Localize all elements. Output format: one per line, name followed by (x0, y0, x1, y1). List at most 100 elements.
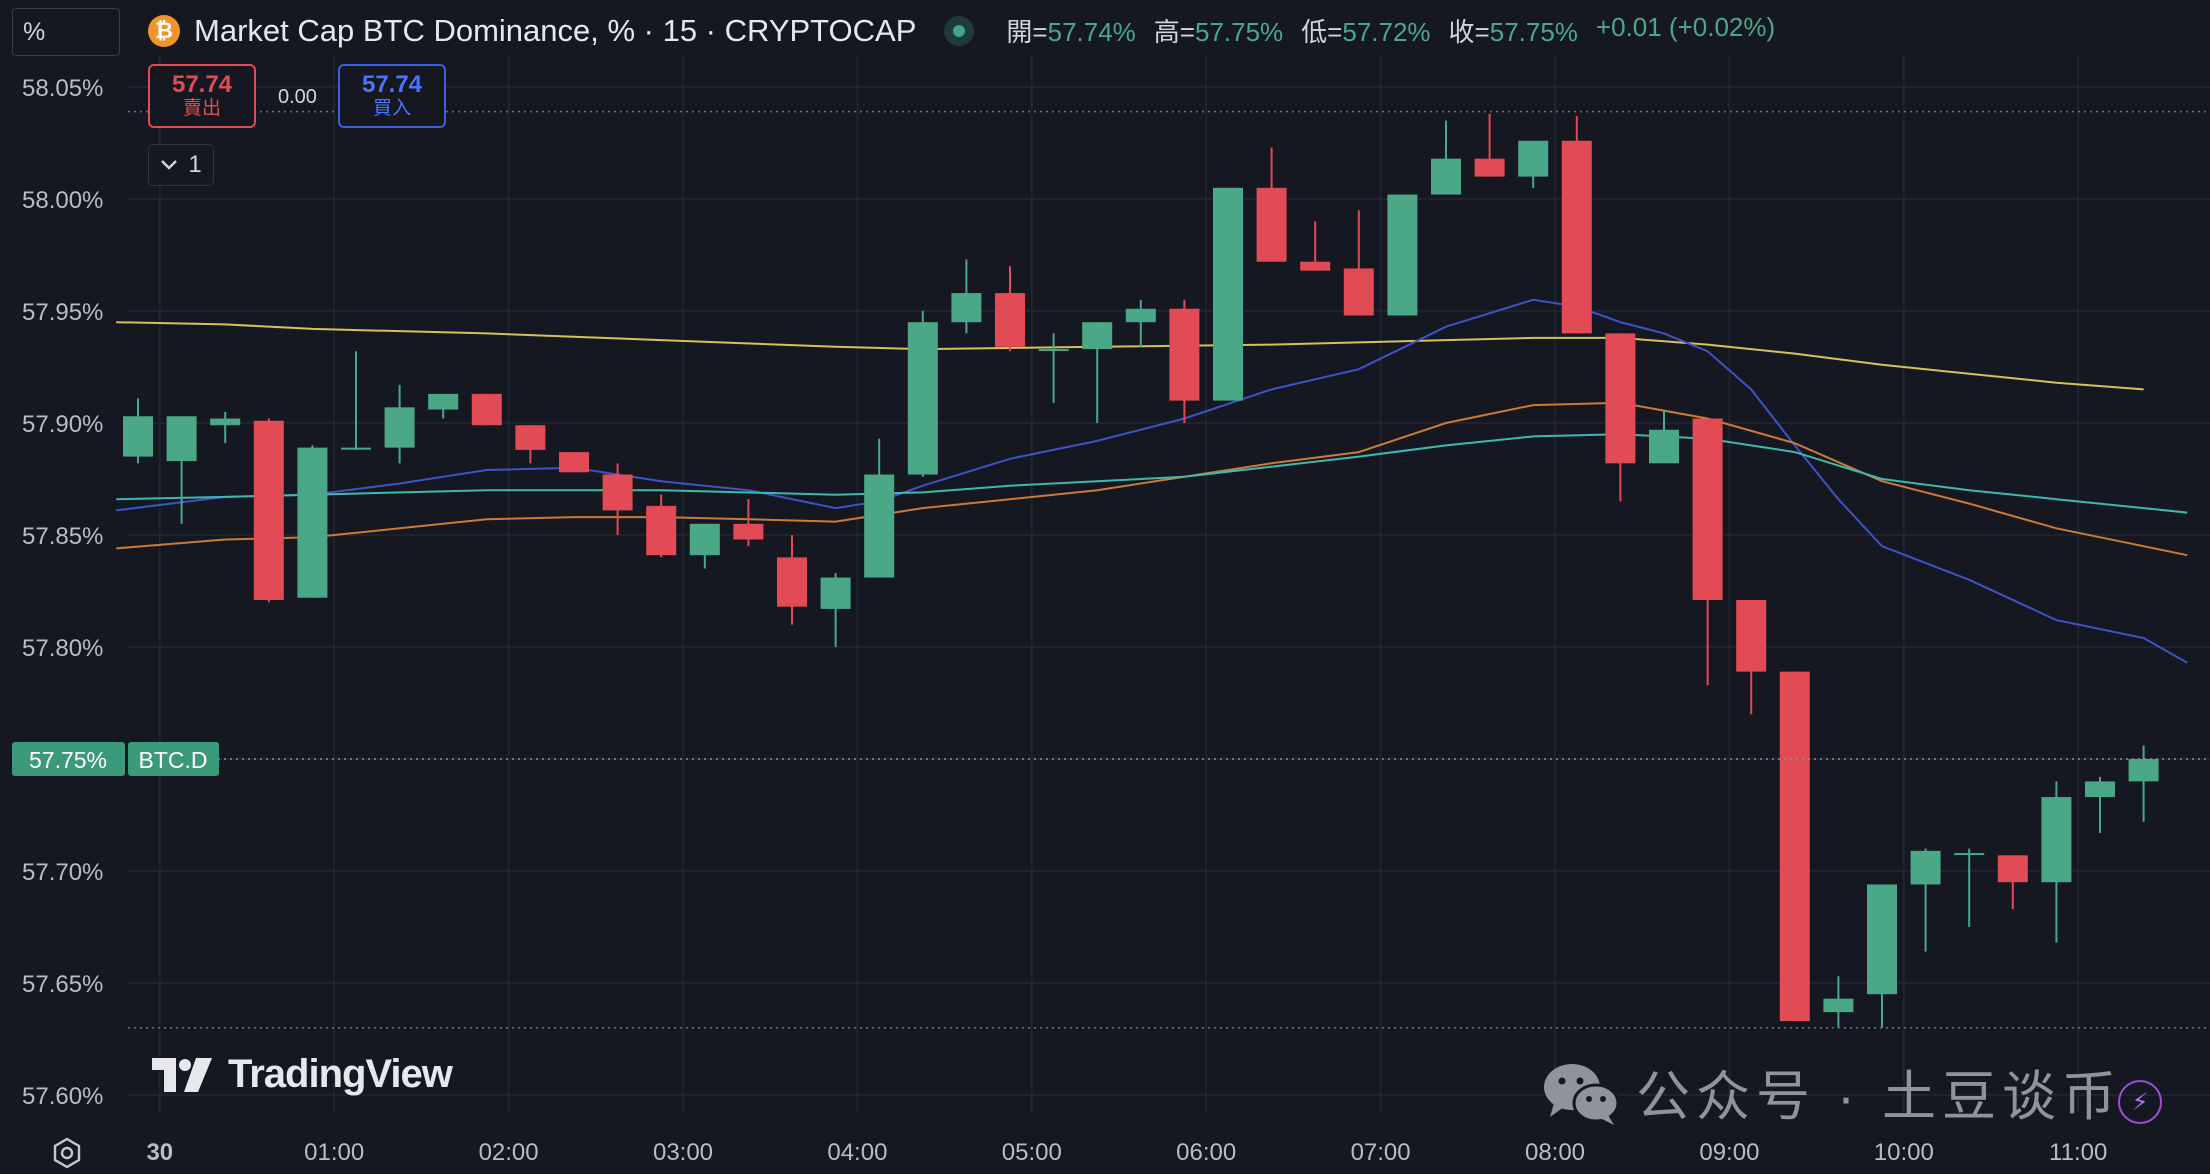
grid-lines (128, 56, 2210, 1112)
y-tick-label-8: 57.65% (22, 971, 103, 998)
candle-body-7 (428, 393, 459, 410)
bitcoin-logo-icon: ₿ (148, 14, 180, 47)
buy-price: 57.74 (361, 71, 423, 98)
y-tick-label-3: 57.90% (22, 411, 103, 438)
buy-button[interactable]: 57.74 買入 (338, 64, 446, 128)
candle-body-17 (864, 474, 895, 578)
candle-16[interactable] (820, 573, 851, 647)
y-axis[interactable]: 58.05% 58.00% 57.95% 57.90% 57.85% 57.80% 57.7… (22, 75, 103, 1110)
candle-42[interactable] (1954, 848, 1985, 927)
symbol-badge-label: BTC.D (139, 747, 208, 773)
x-tick-label-2: 02:00 (479, 1139, 539, 1166)
candle-25[interactable] (1213, 187, 1243, 401)
candle-body-44 (2041, 797, 2072, 883)
sell-button[interactable]: 57.74 賣出 (148, 64, 256, 128)
x-tick-label-5: 05:00 (1002, 1139, 1062, 1166)
candle-6[interactable] (384, 384, 415, 464)
candle-30[interactable] (1431, 120, 1461, 195)
candle-body-38 (1779, 671, 1810, 1022)
ohlc-low: 低=57.72% (1301, 17, 1431, 47)
candle-3[interactable] (253, 418, 284, 603)
candle-15[interactable] (777, 535, 807, 625)
candle-14[interactable] (733, 499, 764, 547)
sell-label: 賣出 (182, 98, 221, 119)
candle-39[interactable] (1823, 976, 1854, 1028)
tradingview-mark-icon (152, 1057, 212, 1092)
candle-body-27 (1300, 261, 1331, 271)
candle-29[interactable] (1387, 194, 1418, 316)
candle-27[interactable] (1300, 221, 1331, 271)
candle-5[interactable] (341, 351, 371, 450)
unit-selector[interactable]: % (12, 8, 120, 56)
candle-17[interactable] (864, 438, 895, 578)
candle-20[interactable] (995, 266, 1025, 352)
candle-body-40 (1867, 884, 1897, 995)
candle-33[interactable] (1561, 116, 1592, 334)
settings-gear-icon[interactable] (50, 1136, 84, 1170)
candle-body-32 (1518, 140, 1549, 177)
candle-46[interactable] (2128, 745, 2159, 822)
x-tick-label-9: 09:00 (1699, 1139, 1759, 1166)
candle-24[interactable] (1169, 299, 1200, 423)
candle-31[interactable] (1474, 113, 1505, 177)
candle-45[interactable] (2085, 776, 2115, 833)
candle-43[interactable] (1997, 855, 2028, 910)
candle-body-30 (1431, 158, 1461, 195)
candle-38[interactable] (1779, 671, 1810, 1022)
x-axis[interactable]: 30 01:00 02:00 03:00 04:00 05:00 06:00 07:00 08:… (146, 1139, 2107, 1166)
candle-8[interactable] (471, 393, 502, 426)
candle-body-0 (123, 416, 153, 457)
x-tick-label-7: 07:00 (1351, 1139, 1411, 1166)
tradingview-logo[interactable]: TradingView (152, 1052, 453, 1097)
candle-body-41 (1910, 850, 1941, 885)
moving-average-line-3 (116, 433, 2188, 514)
candle-23[interactable] (1125, 299, 1156, 347)
candle-11[interactable] (602, 463, 633, 535)
market-status-icon[interactable] (944, 15, 975, 46)
candle-19[interactable] (951, 259, 982, 334)
candle-body-5 (341, 447, 371, 450)
candle-41[interactable] (1910, 848, 1941, 952)
candle-9[interactable] (515, 425, 546, 464)
candle-body-8 (471, 393, 502, 426)
candle-2[interactable] (210, 411, 241, 444)
wechat-icon (1544, 1063, 1620, 1125)
candle-12[interactable] (646, 494, 677, 558)
candle-22[interactable] (1082, 322, 1113, 423)
candle-40[interactable] (1867, 884, 1897, 1028)
x-tick-label-6: 06:00 (1176, 1139, 1236, 1166)
indicators-collapse-button[interactable]: 1 (148, 144, 214, 186)
y-tick-label-9: 57.60% (22, 1083, 103, 1110)
candle-body-29 (1387, 194, 1418, 316)
candle-35[interactable] (1649, 409, 1679, 464)
candle-32[interactable] (1518, 140, 1549, 188)
candle-1[interactable] (166, 416, 197, 524)
symbol-title[interactable]: Market Cap BTC Dominance, % · 15 · CRYPT… (194, 12, 917, 48)
candle-21[interactable] (1038, 333, 1069, 403)
y-tick-label-7: 57.70% (22, 859, 103, 886)
candle-34[interactable] (1605, 333, 1636, 502)
lightning-icon[interactable]: ⚡ (2118, 1080, 2162, 1124)
candle-37[interactable] (1736, 599, 1767, 715)
candle-body-33 (1561, 140, 1592, 334)
candle-body-6 (384, 407, 415, 448)
candle-28[interactable] (1343, 210, 1374, 316)
candle-body-43 (1997, 855, 2028, 883)
candle-10[interactable] (559, 452, 589, 473)
candle-7[interactable] (428, 393, 459, 419)
y-tick-label-2: 57.95% (22, 299, 103, 326)
sell-price: 57.74 (171, 71, 233, 98)
candle-body-11 (602, 474, 633, 511)
candle-18[interactable] (907, 311, 938, 477)
candle-26[interactable] (1256, 147, 1287, 262)
candle-44[interactable] (2041, 781, 2072, 943)
candle-13[interactable] (689, 523, 720, 569)
candle-0[interactable] (123, 398, 153, 464)
candle-4[interactable] (297, 445, 328, 598)
candle-36[interactable] (1692, 418, 1723, 686)
candle-body-19 (951, 293, 982, 323)
candle-body-25 (1213, 187, 1243, 401)
candle-body-10 (559, 452, 589, 473)
